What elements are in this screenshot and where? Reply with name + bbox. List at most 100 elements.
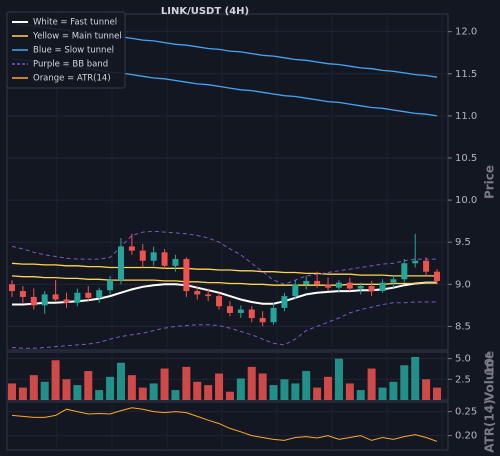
candle-body — [292, 284, 299, 297]
candle-body — [314, 280, 321, 285]
volume-bar — [84, 371, 93, 400]
candle-body — [346, 282, 353, 289]
candle-body — [237, 309, 244, 313]
volume-bar — [345, 383, 354, 400]
y-tick-label: 0.25 — [455, 407, 477, 418]
candle-body — [117, 246, 124, 281]
y-axis-label: Volume — [483, 351, 497, 401]
candle-body — [85, 292, 92, 298]
candle-body — [412, 260, 419, 264]
y-tick-label: 5.0 — [455, 354, 471, 365]
volume-bar — [73, 385, 82, 400]
legend-label: Purple = BB band — [33, 60, 108, 70]
y-tick-label: 9.0 — [455, 279, 471, 290]
volume-bar — [8, 383, 16, 400]
volume-bar — [51, 360, 60, 400]
y-tick-label: 10.0 — [455, 195, 477, 206]
candle-body — [96, 290, 103, 298]
y-tick-label: 11.0 — [455, 111, 477, 122]
y-tick-label: 2.5 — [455, 374, 471, 385]
series-line — [11, 275, 437, 286]
volume-bar — [127, 375, 136, 400]
candle-body — [303, 280, 310, 285]
candle-body — [30, 296, 37, 306]
candle-body — [107, 280, 114, 291]
volume-bar — [324, 376, 333, 400]
legend-label: Blue = Slow tunnel — [33, 46, 114, 56]
candle-body — [139, 250, 146, 261]
y-tick-label: 12.0 — [455, 27, 477, 38]
y-tick-label: 9.5 — [455, 237, 471, 248]
volume-bar — [356, 390, 365, 400]
candle-body — [357, 286, 364, 289]
y-axis-label: ATR(14) — [483, 399, 497, 452]
legend-box — [6, 11, 126, 89]
volume-bar — [215, 373, 224, 400]
offset-text: 10⁶ — [483, 353, 497, 375]
volume-bar — [138, 387, 147, 400]
volume-bar — [433, 387, 441, 400]
y-tick-label: 8.5 — [455, 321, 471, 332]
candle-body — [150, 252, 157, 261]
candle-body — [401, 263, 408, 280]
y-axis-label: Price — [483, 165, 497, 199]
volume-bar — [269, 385, 278, 400]
volume-bar — [236, 378, 245, 400]
series-line — [11, 262, 437, 277]
candle-body — [183, 259, 190, 292]
candle-body — [434, 271, 440, 281]
volume-bar — [204, 385, 213, 400]
volume-bar — [225, 391, 234, 400]
volume-bar — [400, 365, 409, 400]
legend-label: Yellow = Main tunnel — [32, 32, 122, 42]
candle-body — [19, 291, 26, 297]
candle-body — [74, 292, 81, 303]
candle-body — [390, 279, 397, 283]
volume-bar — [334, 358, 343, 400]
chart-title: LINK/USDT (4H) — [161, 6, 249, 17]
candle-body — [423, 260, 430, 272]
candle-body — [63, 299, 70, 303]
volume-bar — [40, 381, 49, 400]
y-tick-label: 0.20 — [455, 431, 477, 442]
volume-bar — [258, 373, 267, 400]
candle-body — [41, 294, 48, 306]
series-line — [12, 281, 437, 306]
volume-bar — [29, 375, 38, 400]
volume-bar — [378, 387, 387, 400]
volume-bar — [247, 366, 256, 400]
volume-bar — [182, 366, 191, 400]
candle-body — [172, 259, 179, 266]
volume-bar — [193, 381, 202, 400]
volume-bar — [313, 387, 322, 400]
candle-body — [216, 296, 223, 307]
volume-bar — [422, 379, 431, 400]
y-tick-label: 10.5 — [455, 153, 477, 164]
volume-bar — [291, 383, 300, 400]
candle-body — [226, 306, 233, 313]
volume-bar — [389, 381, 398, 400]
candle-body — [335, 282, 342, 288]
y-tick-label: 11.5 — [455, 69, 477, 80]
series-line — [11, 301, 437, 349]
volume-bar — [411, 356, 420, 400]
volume-bar — [171, 390, 180, 400]
series-line — [11, 230, 437, 285]
candle-body — [52, 294, 59, 300]
legend-label: White = Fast tunnel — [33, 18, 117, 28]
volume-bar — [18, 387, 27, 400]
candle-body — [325, 284, 332, 288]
volume-bar — [367, 368, 376, 400]
candle-body — [9, 284, 15, 292]
volume-bar — [280, 379, 289, 400]
candle-body — [205, 294, 212, 297]
volume-bar — [302, 371, 311, 400]
series-line — [11, 407, 438, 442]
candle-body — [128, 246, 135, 251]
volume-bar — [95, 390, 104, 400]
volume-bar — [106, 376, 115, 400]
candle-body — [161, 252, 168, 266]
candle-body — [281, 296, 288, 308]
candle-body — [194, 291, 201, 295]
